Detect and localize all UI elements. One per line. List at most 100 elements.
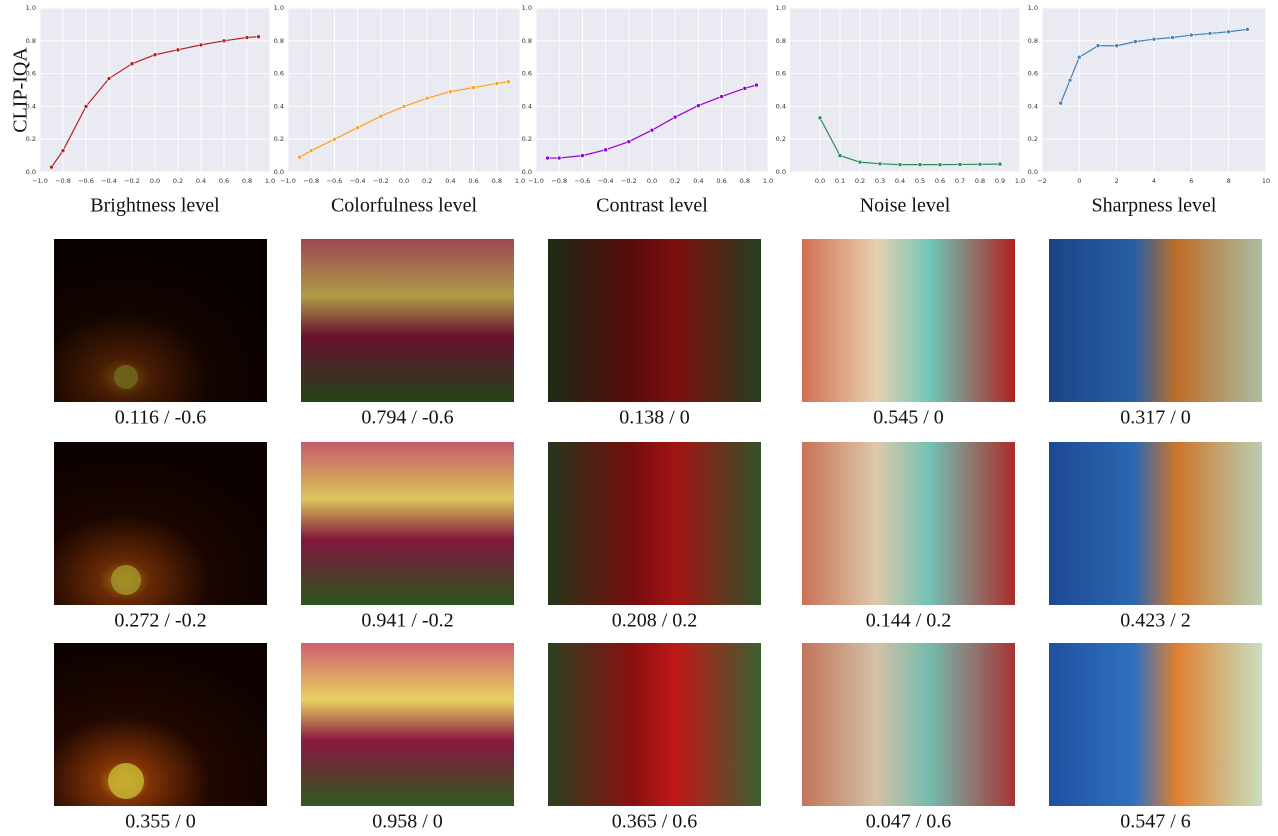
data-point xyxy=(1133,39,1138,44)
image xyxy=(802,643,1015,806)
x-tick-label: −0.8 xyxy=(303,177,319,185)
x-tick-label: 0.0 xyxy=(150,177,160,185)
x-tick-label: 0.0 xyxy=(647,177,657,185)
x-tick-label: 2 xyxy=(1115,177,1119,185)
x-tick-label: 0 xyxy=(1077,177,1081,185)
data-point xyxy=(60,148,66,153)
x-tick-label: 0.6 xyxy=(935,177,945,185)
x-tick-label: 0.5 xyxy=(915,177,925,185)
data-point xyxy=(580,153,585,158)
data-point xyxy=(49,164,54,170)
data-point xyxy=(837,153,843,158)
y-tick-label: 1.0 xyxy=(522,4,532,12)
data-point xyxy=(1151,36,1157,42)
y-tick-label: 0.4 xyxy=(776,102,786,110)
x-tick-label: −0.6 xyxy=(327,177,343,185)
x-tick-label: 0.2 xyxy=(173,177,183,185)
x-tick-label: 8 xyxy=(1227,177,1231,185)
data-point xyxy=(1226,29,1231,35)
data-point xyxy=(83,104,89,109)
y-tick-label: 0.4 xyxy=(522,102,532,110)
y-tick-label: 0.2 xyxy=(26,135,36,143)
data-point xyxy=(754,82,759,88)
y-tick-label: 0.0 xyxy=(26,168,36,176)
x-axis-label: Brightness level xyxy=(90,195,220,217)
y-tick-label: 1.0 xyxy=(1028,4,1038,12)
y-tick-label: 0.6 xyxy=(26,70,36,78)
image-caption: 0.272 / -0.2 xyxy=(114,610,206,632)
x-tick-label: 0.9 xyxy=(995,177,1005,185)
data-point xyxy=(1067,77,1073,83)
x-tick-label: −1.0 xyxy=(280,177,296,185)
x-tick-label: −2 xyxy=(1037,177,1047,185)
x-tick-label: 0.6 xyxy=(219,177,229,185)
y-tick-label: 0.4 xyxy=(1028,102,1038,110)
x-tick-label: 0.2 xyxy=(855,177,865,185)
x-tick-label: 1.0 xyxy=(265,177,275,185)
image xyxy=(1049,643,1262,806)
data-point xyxy=(106,76,112,81)
x-tick-label: 0.0 xyxy=(815,177,825,185)
data-point xyxy=(649,127,655,133)
image-caption: 0.144 / 0.2 xyxy=(866,610,952,632)
data-point xyxy=(401,104,407,109)
x-tick-label: 0.4 xyxy=(693,177,703,185)
y-tick-label: 0.8 xyxy=(26,37,36,45)
x-tick-label: −1.0 xyxy=(32,177,48,185)
y-tick-label: 0.6 xyxy=(274,70,284,78)
data-point xyxy=(1189,32,1194,38)
image xyxy=(54,442,267,605)
image xyxy=(301,239,514,402)
y-tick-label: 0.2 xyxy=(1028,135,1038,143)
image xyxy=(548,643,761,806)
data-point xyxy=(696,103,701,108)
data-point xyxy=(1077,54,1082,60)
x-tick-label: −0.8 xyxy=(551,177,567,185)
image xyxy=(301,643,514,806)
x-tick-label: 0.1 xyxy=(835,177,845,185)
data-point xyxy=(221,38,227,44)
data-point xyxy=(937,162,943,167)
x-tick-label: 0.6 xyxy=(716,177,726,185)
data-point xyxy=(897,162,903,167)
data-point xyxy=(719,94,724,99)
data-point xyxy=(603,147,608,153)
image-caption: 0.794 / -0.6 xyxy=(361,407,453,429)
image-shade xyxy=(54,643,267,806)
y-tick-label: 0.8 xyxy=(274,37,284,45)
data-point xyxy=(256,34,261,40)
image-caption: 0.958 / 0 xyxy=(372,811,443,833)
image-caption: 0.365 / 0.6 xyxy=(612,811,698,833)
data-point xyxy=(424,95,430,101)
data-point xyxy=(198,42,204,48)
data-point xyxy=(977,161,983,167)
y-tick-label: 0.4 xyxy=(274,102,284,110)
x-tick-label: 0.8 xyxy=(740,177,750,185)
data-point xyxy=(175,47,181,53)
plot-background xyxy=(790,8,1020,172)
image-caption: 0.545 / 0 xyxy=(873,407,944,429)
y-tick-label: 0.0 xyxy=(1028,168,1038,176)
y-tick-label: 0.0 xyxy=(522,168,532,176)
x-tick-label: 0.2 xyxy=(422,177,432,185)
image-detail xyxy=(111,565,141,595)
data-line xyxy=(819,117,1001,166)
y-tick-label: 0.2 xyxy=(274,135,284,143)
image-caption: 0.317 / 0 xyxy=(1120,407,1191,429)
data-point xyxy=(1114,43,1119,49)
data-point xyxy=(877,161,883,167)
data-point xyxy=(556,155,562,161)
x-tick-label: −0.6 xyxy=(78,177,94,185)
y-tick-label: 0.4 xyxy=(26,102,36,110)
data-point xyxy=(817,115,823,121)
x-axis-label: Noise level xyxy=(860,195,951,217)
x-tick-label: 0.3 xyxy=(875,177,885,185)
x-tick-label: 0.2 xyxy=(670,177,680,185)
image-caption: 0.047 / 0.6 xyxy=(866,811,952,833)
data-point xyxy=(448,89,453,94)
image xyxy=(802,442,1015,605)
y-tick-label: 0.0 xyxy=(274,168,284,176)
image-caption: 0.138 / 0 xyxy=(619,407,690,429)
data-point xyxy=(997,161,1003,167)
